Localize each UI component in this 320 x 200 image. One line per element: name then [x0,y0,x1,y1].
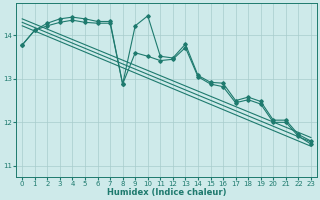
X-axis label: Humidex (Indice chaleur): Humidex (Indice chaleur) [107,188,226,197]
